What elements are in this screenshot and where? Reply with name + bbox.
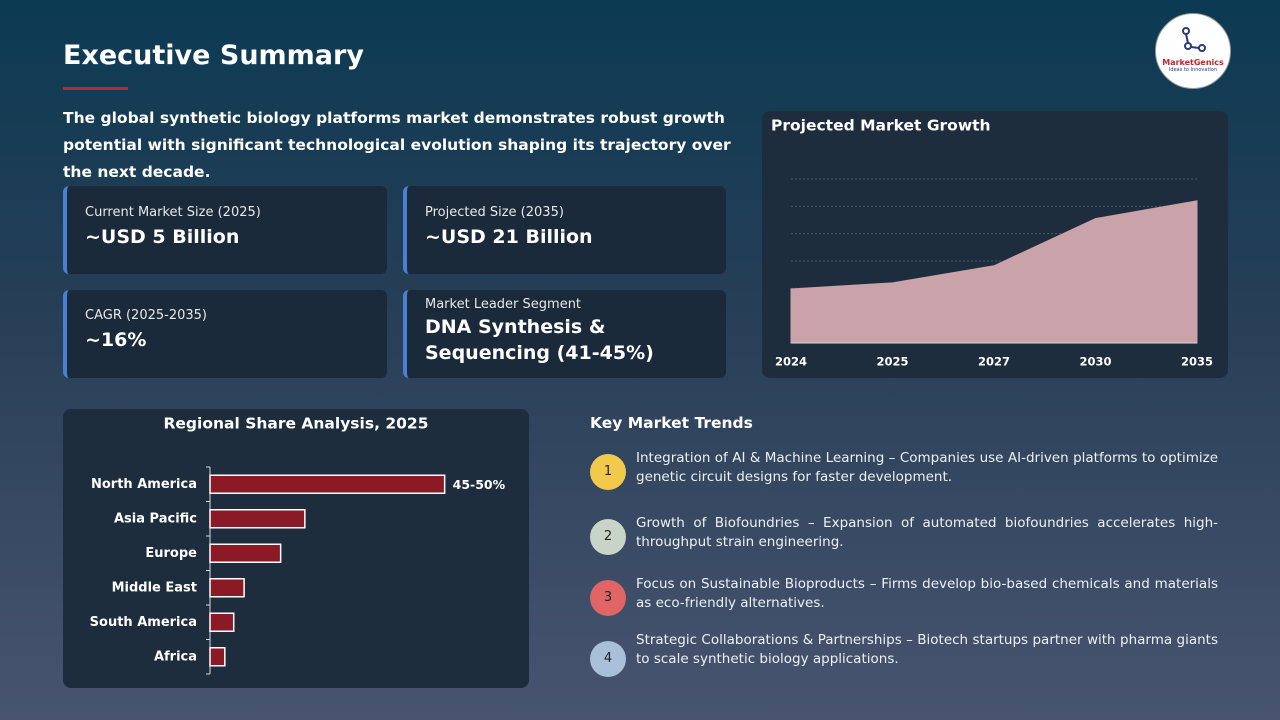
trend-text: Strategic Collaborations & Partnerships … [636,632,1218,667]
kpi-value: ~16% [85,329,147,351]
kpi-value: ~USD 5 Billion [85,226,240,248]
kpi-card: CAGR (2025-2035) ~16% [63,290,387,378]
bar [209,612,235,632]
x-tick-label: 2027 [978,355,1010,369]
trend-number: 1 [590,454,626,490]
y-tick-label: Europe [145,546,197,561]
x-tick-label: 2024 [775,355,807,369]
kpi-card: Current Market Size (2025) ~USD 5 Billion [63,186,387,274]
kpi-card: Projected Size (2035) ~USD 21 Billion [403,186,726,274]
bar [209,474,446,494]
page-title: Executive Summary [63,40,364,71]
kpi-label: Market Leader Segment [425,297,582,312]
data-label: 45-50% [453,477,506,492]
title-underline [63,87,128,90]
trend-number: 2 [590,519,626,555]
x-tick-label: 2025 [876,355,908,369]
trend-number: 4 [590,641,626,677]
kpi-value: DNA Synthesis & Sequencing (41-45%) [425,316,654,364]
logo-icon [1182,27,1206,52]
intro-text: The global synthetic biology platforms m… [63,109,731,181]
kpi-card: Market Leader Segment DNA Synthesis & Seq… [403,290,726,378]
trend-text: Focus on Sustainable Bioproducts – Firms… [636,576,1218,611]
y-tick-label: South America [90,615,197,630]
kpi-label: CAGR (2025-2035) [85,308,207,323]
chart-title: Regional Share Analysis, 2025 [163,415,428,433]
logo: MarketGenics Ideas to Innovation [1155,13,1231,89]
logo-tagline: Ideas to Innovation [1168,67,1218,73]
x-tick-label: 2030 [1079,355,1111,369]
kpi-label: Projected Size (2035) [425,205,564,220]
y-tick-label: Middle East [112,580,197,595]
bar [209,509,306,529]
logo-name: MarketGenics [1162,58,1224,67]
bar [209,578,245,598]
bar [209,543,282,563]
y-tick-label: Africa [154,649,197,664]
trend-text: Growth of Biofoundries – Expansion of au… [636,515,1218,550]
trend-text: Integration of AI & Machine Learning – C… [636,450,1218,485]
kpi-value: ~USD 21 Billion [425,226,593,248]
trends-title: Key Market Trends [590,414,753,432]
trend-number: 3 [590,580,626,616]
chart-panel [63,409,529,688]
chart-title: Projected Market Growth [771,117,991,135]
bar [209,647,226,667]
x-tick-label: 2035 [1181,355,1213,369]
y-tick-label: North America [91,477,197,492]
area [790,200,1198,344]
y-tick-label: Asia Pacific [114,511,197,526]
kpi-label: Current Market Size (2025) [85,205,261,220]
